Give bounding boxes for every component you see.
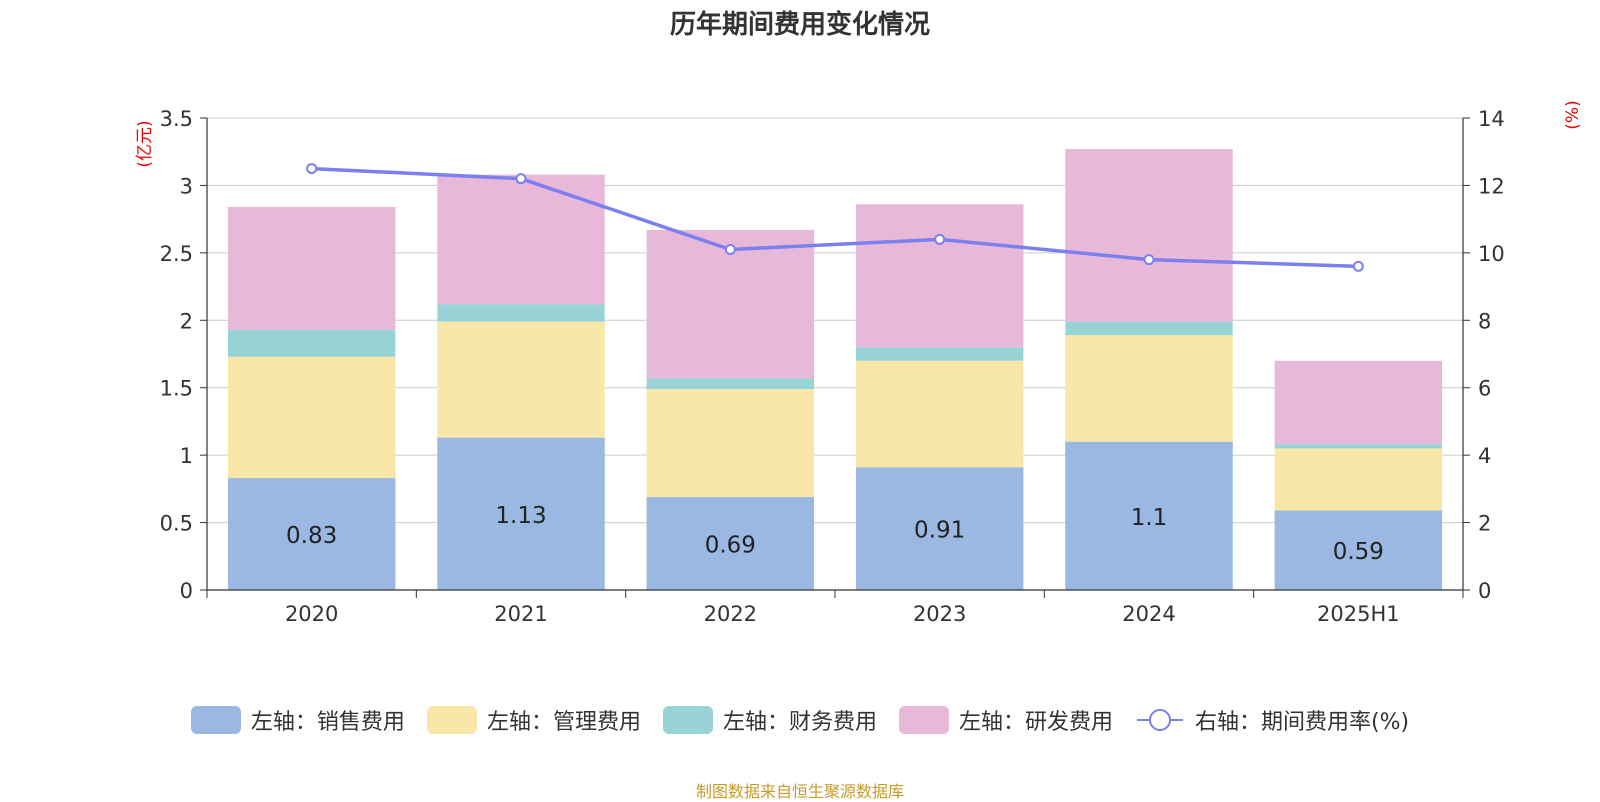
legend-label-rnd: 左轴：研发费用 <box>958 710 1113 735</box>
legend-label-sales: 左轴：销售费用 <box>250 710 405 735</box>
data-labels: 0.83 1.13 0.69 0.91 1.1 0.59 <box>286 503 1384 565</box>
left-tick-label: 3 <box>180 174 193 198</box>
legend-swatch-admin <box>426 706 477 734</box>
bar-segment <box>1274 444 1443 449</box>
bar-segment <box>855 360 1024 468</box>
x-tick-label: 2024 <box>1122 602 1175 626</box>
right-axis-unit: (%) <box>1563 100 1583 129</box>
source-note: 制图数据来自恒生聚源数据库 <box>695 782 904 801</box>
left-tick-label: 1 <box>180 444 193 468</box>
bar-data-label: 0.69 <box>705 532 756 558</box>
left-tick-label: 0.5 <box>160 512 193 536</box>
legend-item-sales[interactable]: 左轴：销售费用 <box>190 704 405 736</box>
x-tick-label: 2021 <box>494 602 547 626</box>
bar-segment <box>646 496 815 590</box>
expense-rate-point <box>1352 260 1364 272</box>
axes: 0 0.5 1 1.5 2 2.5 3 3.5 0 2 4 6 8 10 12 14 2020 2021 2022 2… <box>160 107 1505 626</box>
bar-segment <box>855 467 1024 590</box>
legend-label-expense-rate: 右轴：期间费用率(%) <box>1194 710 1410 735</box>
legend: 左轴：销售费用 左轴：管理费用 左轴：财务费用 左轴：研发费用 右轴：期间费用率… <box>0 704 1600 736</box>
line-layer <box>306 163 1364 272</box>
bar-data-label: 0.91 <box>914 518 965 544</box>
bar-segment <box>855 204 1024 348</box>
bar-segment <box>227 356 396 479</box>
bar-data-label: 1.13 <box>495 503 546 529</box>
expense-rate-point <box>1143 254 1155 266</box>
chart-title: 历年期间费用变化情况 <box>669 10 930 40</box>
legend-swatch-rnd <box>898 706 949 734</box>
bar-segment <box>646 389 815 497</box>
legend-swatch-finance <box>662 706 713 734</box>
bar-segment <box>227 207 396 330</box>
right-tick-label: 2 <box>1478 512 1491 536</box>
bar-segment <box>437 321 605 438</box>
right-tick-label: 12 <box>1478 174 1505 198</box>
right-tick-label: 0 <box>1478 579 1491 603</box>
legend-item-rnd[interactable]: 左轴：研发费用 <box>898 704 1113 736</box>
x-tick-label: 2025H1 <box>1317 602 1400 626</box>
expense-rate-line <box>311 166 1359 269</box>
bar-segment <box>1065 335 1233 442</box>
left-tick-label: 0 <box>180 579 193 603</box>
expense-rate-point <box>306 163 318 175</box>
bar-segment <box>437 437 605 590</box>
bar-data-label: 0.83 <box>286 523 337 549</box>
left-tick-label: 2 <box>180 309 193 333</box>
right-tick-label: 4 <box>1478 444 1491 468</box>
bar-segment <box>1065 321 1233 336</box>
expense-rate-point <box>934 233 946 245</box>
bar-segment <box>1274 510 1443 590</box>
legend-label-admin: 左轴：管理费用 <box>486 710 641 735</box>
bar-segment <box>646 378 815 390</box>
legend-line-marker-icon <box>1136 709 1183 731</box>
bar-segment <box>1065 149 1233 322</box>
x-tick-label: 2020 <box>285 602 338 626</box>
expense-rate-point <box>515 173 527 185</box>
left-tick-label: 1.5 <box>160 377 193 401</box>
bar-segment <box>227 478 396 590</box>
right-tick-label: 14 <box>1478 107 1505 131</box>
legend-label-finance: 左轴：财务费用 <box>722 710 877 735</box>
left-tick-label: 2.5 <box>160 242 193 266</box>
bar-segment <box>1274 448 1443 511</box>
bar-segment <box>227 329 396 357</box>
bar-segment <box>437 174 605 305</box>
legend-item-finance[interactable]: 左轴：财务费用 <box>662 704 877 736</box>
x-tick-label: 2022 <box>704 602 757 626</box>
bar-data-label: 1.1 <box>1131 505 1168 531</box>
left-axis-unit: (亿元) <box>135 120 155 167</box>
bar-layer <box>227 149 1443 590</box>
bar-segment <box>1274 360 1443 445</box>
gridlines <box>207 117 1463 524</box>
legend-item-admin[interactable]: 左轴：管理费用 <box>426 704 641 736</box>
bar-segment <box>437 304 605 322</box>
x-tick-label: 2023 <box>913 602 966 626</box>
right-tick-label: 8 <box>1478 309 1491 333</box>
expense-rate-point <box>724 243 736 255</box>
legend-swatch-sales <box>190 706 241 734</box>
right-tick-label: 6 <box>1478 377 1491 401</box>
left-tick-label: 3.5 <box>160 107 193 131</box>
bar-segment <box>855 347 1024 361</box>
bar-data-label: 0.59 <box>1333 539 1384 565</box>
right-tick-label: 10 <box>1478 242 1505 266</box>
bar-segment <box>1065 441 1233 590</box>
legend-item-expense-rate[interactable]: 右轴：期间费用率(%) <box>1135 704 1409 736</box>
